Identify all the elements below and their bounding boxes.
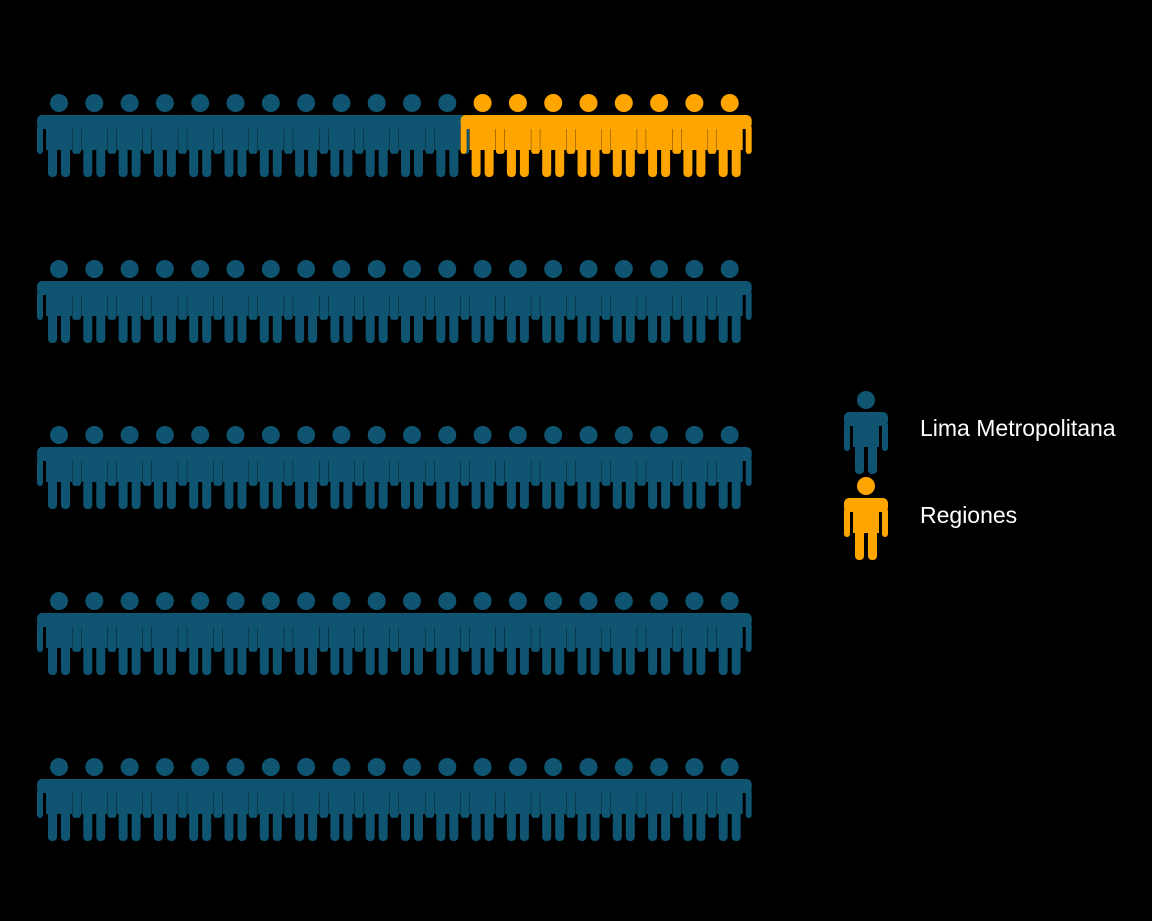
legend-label: Lima Metropolitana [920,415,1116,441]
legend-item-regiones: Regiones [844,477,1017,560]
icon-grid [37,94,752,841]
icon-row [37,260,752,343]
legend-person-icon [844,391,888,474]
icon-row [37,592,752,675]
icon-row [37,758,752,841]
legend-person-icon [844,477,888,560]
legend: Lima Metropolitana Regiones [844,391,1116,560]
legend-label: Regiones [920,502,1017,528]
icon-row [37,426,752,509]
icon-row [37,94,752,177]
legend-item-lima-metropolitana: Lima Metropolitana [844,391,1116,474]
